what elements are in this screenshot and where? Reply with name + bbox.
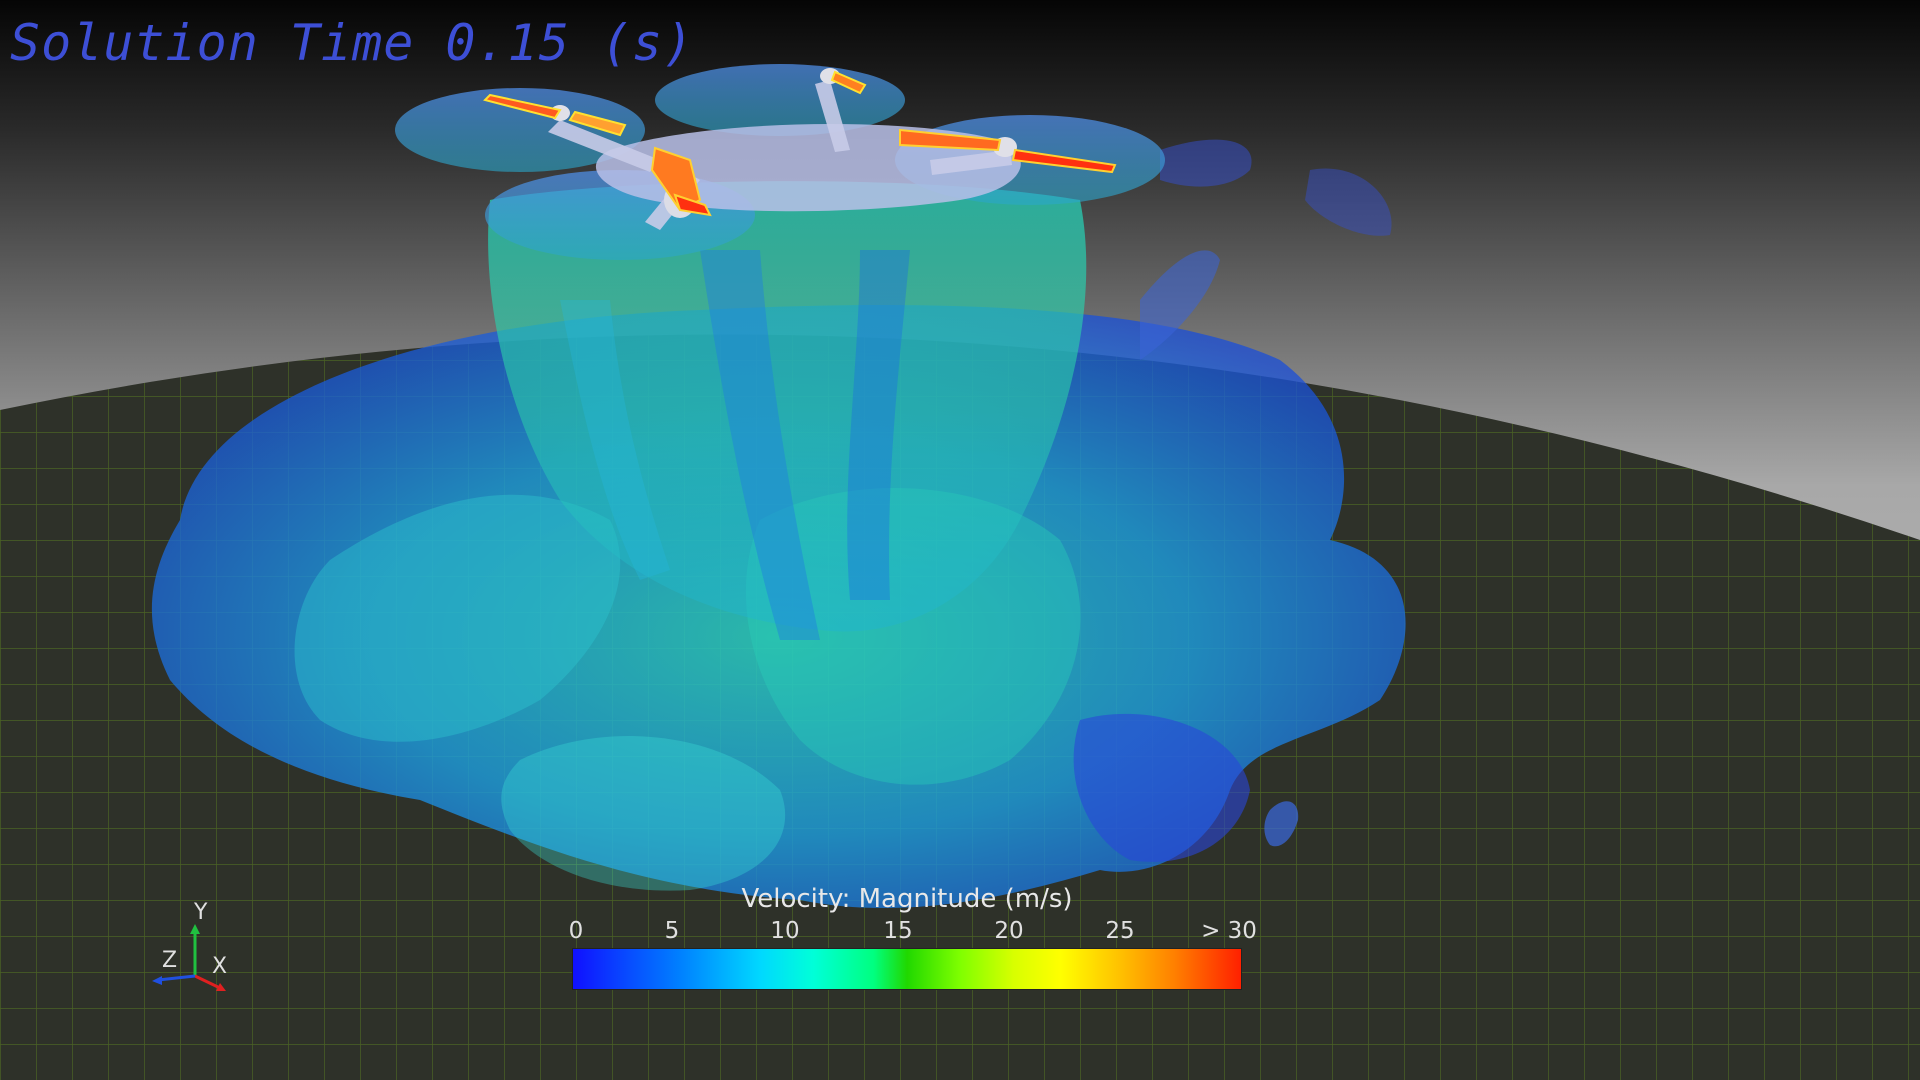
flow-lobe-right xyxy=(1073,713,1250,862)
legend-ticks: 0 5 10 15 20 25 > 30 xyxy=(568,918,1257,948)
axis-z-label: Z xyxy=(162,948,178,973)
legend-tick: 20 xyxy=(994,918,1024,944)
wisp-right-1 xyxy=(1140,250,1220,360)
axis-triad[interactable]: Y Z X xyxy=(140,900,250,1000)
prop-blade-front-b xyxy=(673,193,712,217)
legend-title: Velocity: Magnitude (m/s) xyxy=(741,884,1073,914)
solution-time-label: Solution Time 0.15 (s) xyxy=(10,14,695,72)
legend-tick: 10 xyxy=(770,918,800,944)
color-legend: Velocity: Magnitude (m/s) 0 5 10 15 20 2… xyxy=(568,884,1257,994)
legend-tick: 15 xyxy=(883,918,913,944)
prop-blade-right-b xyxy=(1011,148,1117,174)
drone-arm-back xyxy=(815,80,850,152)
flow-lobe-small xyxy=(1264,801,1299,847)
flow-sheet-3 xyxy=(501,736,786,891)
axis-y-label: Y xyxy=(194,900,208,925)
drone-arm-right xyxy=(930,150,1012,175)
legend-tick: 25 xyxy=(1105,918,1135,944)
drone-arm-left xyxy=(548,120,660,172)
downwash-streak-2 xyxy=(847,250,910,600)
prop-blade-back-a xyxy=(830,70,867,95)
downwash-streak-1 xyxy=(700,250,820,640)
legend-color-bar xyxy=(572,948,1242,990)
prop-blade-left-b xyxy=(568,110,627,137)
wisp-right-3 xyxy=(1305,168,1392,236)
legend-tick: 5 xyxy=(664,918,680,944)
legend-tick: > 30 xyxy=(1201,918,1257,944)
prop-blade-right-a xyxy=(899,128,1002,152)
downwash-streak-3 xyxy=(560,300,670,580)
prop-blade-left-a xyxy=(483,93,562,120)
rotor-disk-left xyxy=(395,88,645,172)
flow-sheet-1 xyxy=(294,494,621,742)
wisp-right-2 xyxy=(1160,139,1252,187)
legend-tick: 0 xyxy=(568,918,584,944)
axis-x-label: X xyxy=(212,954,228,979)
downwash-column xyxy=(488,181,1087,632)
axis-triad-icon xyxy=(152,924,226,991)
